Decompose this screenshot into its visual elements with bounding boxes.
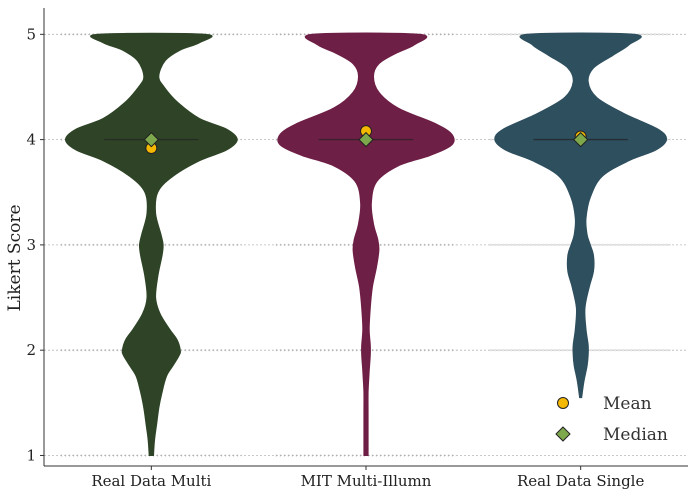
violins: [64, 32, 668, 456]
legend-mean-marker: [557, 397, 569, 409]
y-tick-label: 4: [26, 131, 36, 149]
legend-median-marker: [555, 426, 571, 442]
x-tick-label: MIT Multi-Illumn: [301, 472, 432, 490]
x-tick-label: Real Data Single: [517, 472, 645, 490]
violin-real-data-single: [494, 32, 668, 399]
legend: Mean Median: [555, 394, 668, 445]
violin-real-data-multi: [64, 32, 238, 456]
legend-label: Median: [603, 425, 668, 445]
tick-labels: 1 2 3 4 5 Real Data Multi MIT Multi-Illumn Real…: [26, 25, 644, 490]
x-tick-label: Real Data Multi: [91, 472, 211, 490]
median-marker: [572, 131, 589, 148]
y-tick-label: 2: [26, 341, 36, 359]
y-axis-title: Likert Score: [5, 204, 25, 311]
violin-mit-multi-illumn: [277, 32, 455, 456]
y-tick-label: 3: [26, 236, 36, 254]
median-marker: [358, 131, 374, 148]
legend-label: Mean: [603, 394, 652, 414]
y-tick-label: 5: [26, 25, 36, 43]
median-marker: [143, 131, 160, 148]
mean-median-markers: [143, 125, 589, 155]
y-tick-label: 1: [26, 446, 36, 464]
